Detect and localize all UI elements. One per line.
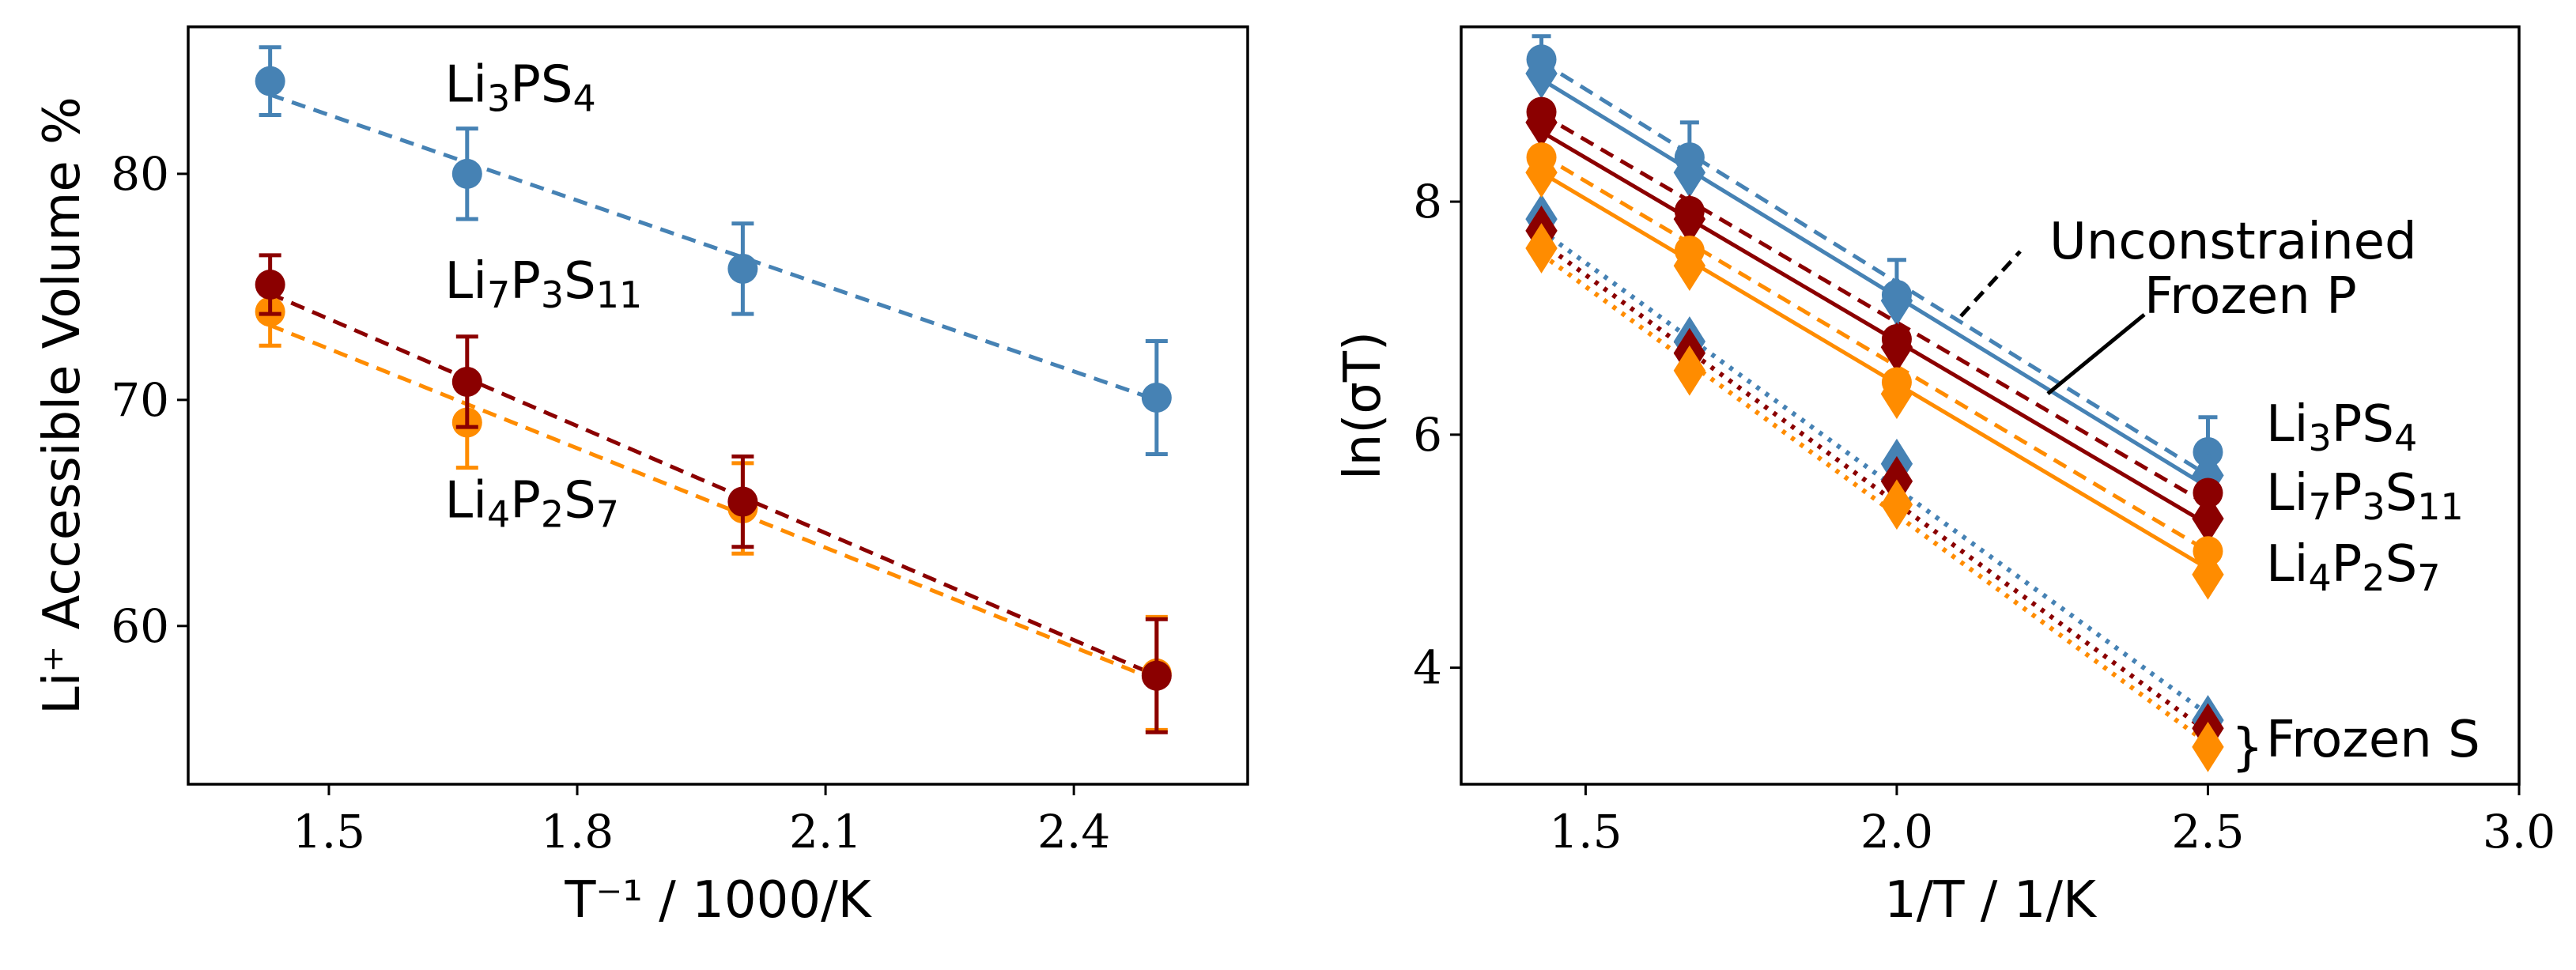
data-point <box>1525 223 1558 274</box>
fit-line <box>1540 153 2209 553</box>
unconstrained-leader <box>1959 250 2022 318</box>
x-tick-label: 2.5 <box>2171 805 2244 859</box>
formula-element: S <box>564 472 596 530</box>
frozen-p-label: Frozen P <box>2144 267 2357 326</box>
formula-subscript: 3 <box>2308 417 2331 459</box>
formula-subscript: 3 <box>2362 485 2385 528</box>
x-axis-label: 1/T / 1/K <box>1884 871 2098 930</box>
x-tick-label: 2.0 <box>1860 805 1933 859</box>
formula-element: Li <box>2266 464 2308 523</box>
formula-element: S <box>564 252 596 311</box>
formula-element: S <box>2385 464 2418 523</box>
data-point <box>1673 240 1706 292</box>
formula-subscript: 3 <box>487 77 510 119</box>
fit-line <box>1539 228 2210 716</box>
plot-frame <box>187 25 1249 786</box>
x-tick-label: 3.0 <box>2483 805 2555 859</box>
fit-line <box>1540 77 2209 489</box>
data-point <box>451 366 482 397</box>
fit-line <box>269 323 1158 682</box>
x-axis-label: T⁻¹ / 1000/K <box>564 871 872 930</box>
formula-subscript: 7 <box>487 274 510 316</box>
unconstrained-label: Unconstrained <box>2049 213 2417 271</box>
y-tick-label: 8 <box>1413 175 1442 228</box>
frozen-s-label: Frozen S <box>2266 711 2480 769</box>
fit-line <box>269 292 1158 678</box>
formula-subscript: 2 <box>541 493 564 535</box>
data-point <box>1525 147 1558 198</box>
formula-element: Li <box>445 55 487 114</box>
fit-line <box>1540 171 2209 571</box>
y-axis-label: Li⁺ Accessible Volume % <box>33 96 92 715</box>
formula-element: PS <box>2332 395 2394 454</box>
formula-element: Li <box>2266 535 2308 594</box>
y-tick-label: 6 <box>1413 408 1442 462</box>
formula-subscript: 7 <box>2417 557 2440 599</box>
y-tick-label: 70 <box>111 373 169 427</box>
formula-subscript: 7 <box>2308 485 2331 528</box>
compound-label: Li4P2S7 <box>2266 535 2441 599</box>
formula-element: Li <box>445 252 487 311</box>
data-point <box>2193 477 2223 508</box>
formula-subscript: 4 <box>2308 557 2331 599</box>
data-point <box>255 270 285 300</box>
formula-subscript: 4 <box>2394 417 2417 459</box>
fit-line <box>269 92 1158 402</box>
y-tick-label: 60 <box>111 599 169 653</box>
compound-label: Li4P2S7 <box>445 472 620 536</box>
data-point <box>451 158 482 189</box>
data-point <box>1141 660 1172 691</box>
formula-subscript: 2 <box>2362 557 2385 599</box>
x-tick-label: 1.8 <box>541 805 614 859</box>
x-tick-label: 1.5 <box>293 805 365 859</box>
formula-subscript: 4 <box>572 77 595 119</box>
fit-line <box>1540 130 2209 527</box>
data-point <box>1880 368 1913 420</box>
compound-label: Li7P3S11 <box>445 252 643 316</box>
left-panel: 1.5 1.8 2.1 2.4607080Li3PS4Li7P3S11Li4P2S7T… <box>33 25 1249 930</box>
formula-element: P <box>2332 535 2363 594</box>
data-point <box>1141 382 1172 413</box>
compound-label: Li3PS4 <box>2266 395 2417 459</box>
y-tick-label: 4 <box>1413 641 1442 695</box>
fit-line <box>1539 251 2210 745</box>
x-tick-label: 1.5 <box>1549 805 1622 859</box>
compound-label: Li7P3S11 <box>2266 464 2464 528</box>
fit-line <box>1540 112 2209 507</box>
formula-element: P <box>2332 464 2363 523</box>
data-point <box>255 66 285 96</box>
compound-label: Li3PS4 <box>445 55 596 119</box>
fit-line <box>1540 60 2209 477</box>
formula-element: PS <box>510 55 572 114</box>
formula-element: P <box>510 472 541 530</box>
plot-frame <box>1460 25 2521 786</box>
formula-subscript: 7 <box>596 493 619 535</box>
data-point <box>727 486 758 517</box>
x-tick-label: 2.1 <box>789 805 862 859</box>
formula-element: P <box>510 252 541 311</box>
data-point <box>1880 479 1913 530</box>
data-point <box>2192 721 2224 772</box>
formula-subscript: 3 <box>541 274 564 316</box>
y-axis-label: ln(σT) <box>1334 331 1392 480</box>
formula-subscript: 11 <box>596 274 643 316</box>
x-tick-label: 2.4 <box>1037 805 1110 859</box>
fit-line <box>1539 240 2210 734</box>
frozen-s-brace: } <box>2231 719 2264 777</box>
data-point <box>727 253 758 284</box>
formula-subscript: 4 <box>487 493 510 535</box>
y-tick-label: 80 <box>111 147 169 201</box>
formula-element: Li <box>2266 395 2308 454</box>
data-point <box>2192 549 2224 600</box>
frozen-p-leader <box>2046 313 2146 395</box>
data-point <box>1673 345 1706 396</box>
formula-element: Li <box>445 472 487 530</box>
formula-element: S <box>2385 535 2418 594</box>
formula-subscript: 11 <box>2417 485 2464 528</box>
